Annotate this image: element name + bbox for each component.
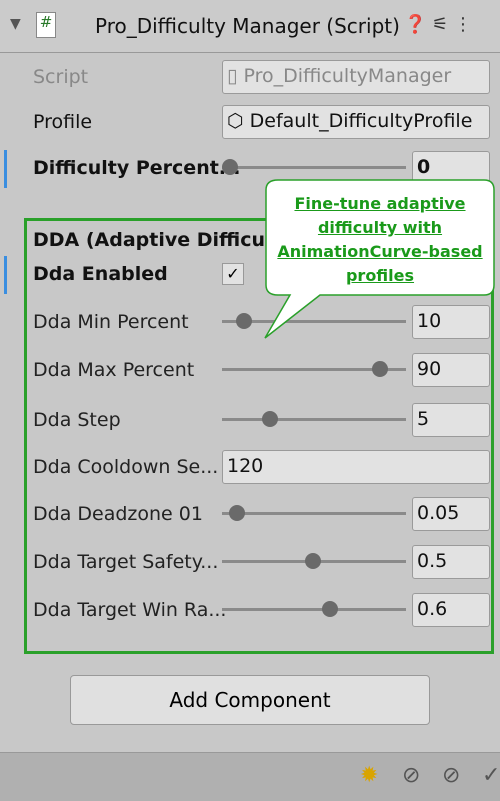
value-field[interactable]: 10 — [412, 305, 490, 339]
status-icon[interactable]: ⊘ — [402, 763, 421, 788]
modified-bar — [4, 150, 7, 188]
highlight-box — [24, 218, 494, 654]
field-label: Dda Cooldown Se... — [33, 456, 219, 478]
field-label: Profile — [33, 111, 93, 133]
slider-thumb[interactable] — [262, 411, 278, 427]
slider-track[interactable] — [222, 512, 406, 515]
slider-track[interactable] — [222, 320, 406, 323]
callout-bubble — [264, 179, 495, 339]
slider-thumb[interactable] — [222, 159, 238, 175]
script-field: ▯ Pro_DifficultyManager — [222, 60, 490, 94]
component-title: Pro_Difficulty Manager (Script) — [95, 14, 400, 38]
field-label: Difficulty Percent... — [33, 157, 241, 179]
status-icon[interactable]: ✹ — [360, 763, 379, 788]
slider-thumb[interactable] — [236, 313, 252, 329]
field-value: Pro_DifficultyManager — [243, 65, 452, 87]
value-field[interactable]: 90 — [412, 353, 490, 387]
header-icons[interactable]: ❓ ⚟ ⋮ — [404, 14, 472, 35]
checkbox[interactable]: ✓ — [222, 263, 244, 285]
field-label: Script — [33, 66, 89, 88]
slider-thumb[interactable] — [322, 601, 338, 617]
script-icon: # — [36, 12, 56, 38]
field-value: Default_DifficultyProfile — [249, 110, 473, 132]
status-icon[interactable]: ✓ — [482, 763, 500, 788]
field-label: Dda Enabled — [33, 263, 168, 285]
value-field[interactable]: 0.6 — [412, 593, 490, 627]
slider-track[interactable] — [222, 368, 406, 371]
profile-field[interactable]: ⬡ Default_DifficultyProfile — [222, 105, 490, 139]
field-label: Dda Max Percent — [33, 359, 195, 381]
slider-track[interactable] — [222, 418, 406, 421]
slider-thumb[interactable] — [229, 505, 245, 521]
field-label: Dda Target Win Ra... — [33, 599, 227, 621]
value-field[interactable]: 120 — [222, 450, 490, 484]
value-field[interactable]: 5 — [412, 403, 490, 437]
foldout[interactable]: ▼ — [10, 16, 21, 32]
slider-thumb[interactable] — [305, 553, 321, 569]
value-field[interactable]: 0.05 — [412, 497, 490, 531]
slider-thumb[interactable] — [372, 361, 388, 377]
modified-bar — [4, 256, 7, 294]
field-label: Dda Deadzone 01 — [33, 503, 203, 525]
add-component-button[interactable]: Add Component — [70, 675, 430, 725]
field-label: Dda Target Safety... — [33, 551, 219, 573]
header: ▼ # Pro_Difficulty Manager (Script) ❓ ⚟ … — [0, 0, 500, 53]
slider-track[interactable] — [222, 166, 406, 169]
slider-track[interactable] — [222, 608, 406, 611]
field-label: Dda Step — [33, 409, 121, 431]
status-icon[interactable]: ⊘ — [442, 763, 461, 788]
value-field[interactable]: 0.5 — [412, 545, 490, 579]
status-bar: ✹ ⊘ ⊘ ✓ — [0, 752, 500, 801]
section-title: DDA (Adaptive Difficulty) — [33, 229, 302, 251]
field-label: Dda Min Percent — [33, 311, 189, 333]
callout-text: Fine-tune adaptive difficulty with Anima… — [277, 194, 483, 285]
